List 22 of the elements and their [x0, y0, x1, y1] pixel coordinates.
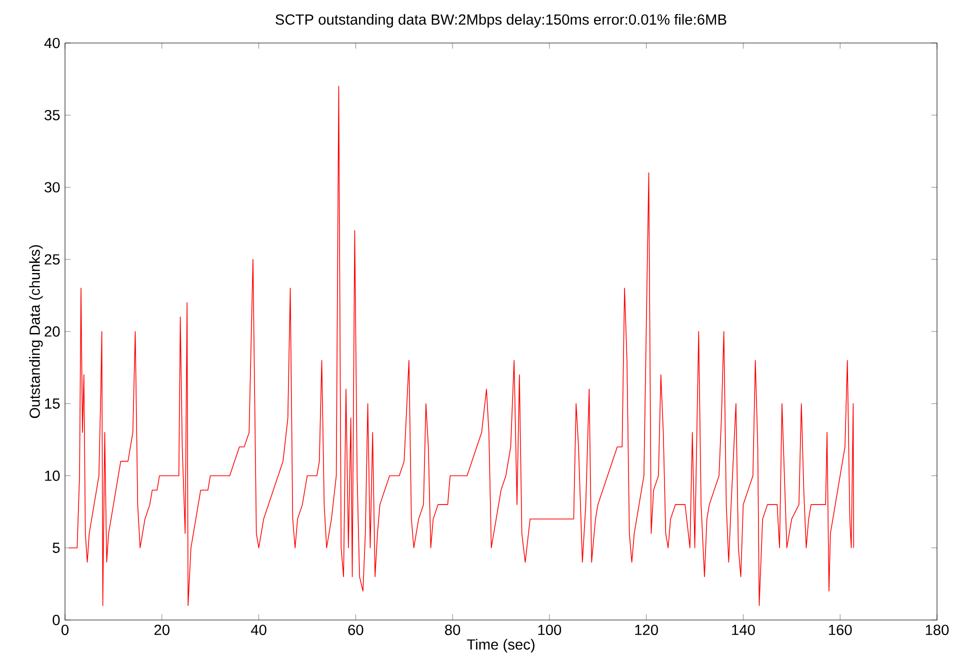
y-tick-label: 10 — [45, 470, 60, 481]
x-tick-label: 40 — [250, 624, 266, 636]
x-tick-label: 80 — [445, 624, 460, 636]
x-tick-label: 20 — [154, 624, 170, 636]
x-tick-label: 160 — [828, 624, 852, 636]
x-tick-label: 100 — [538, 624, 562, 636]
y-tick-label: 15 — [45, 398, 60, 409]
y-tick-label: 35 — [44, 110, 60, 120]
x-tick-label: 60 — [348, 624, 364, 636]
y-axis-title: Outstanding Data (chunks) — [29, 245, 43, 418]
x-tick-label: 120 — [635, 624, 658, 636]
y-tick-label: 25 — [44, 254, 60, 265]
y-tick-label: 20 — [44, 326, 60, 337]
x-tick-label: 140 — [732, 624, 755, 636]
y-tick-label: 5 — [52, 542, 60, 553]
y-tick-label: 40 — [44, 38, 60, 48]
x-tick-label: 180 — [926, 624, 949, 636]
chart-title: SCTP outstanding data BW:2Mbps delay:150ms error:0.01% file:6MB — [276, 14, 726, 28]
x-axis-title: Time (sec) — [466, 638, 534, 653]
y-tick-label: 0 — [52, 614, 60, 626]
x-tick-label: 0 — [61, 624, 68, 636]
y-tick-label: 30 — [44, 182, 60, 192]
